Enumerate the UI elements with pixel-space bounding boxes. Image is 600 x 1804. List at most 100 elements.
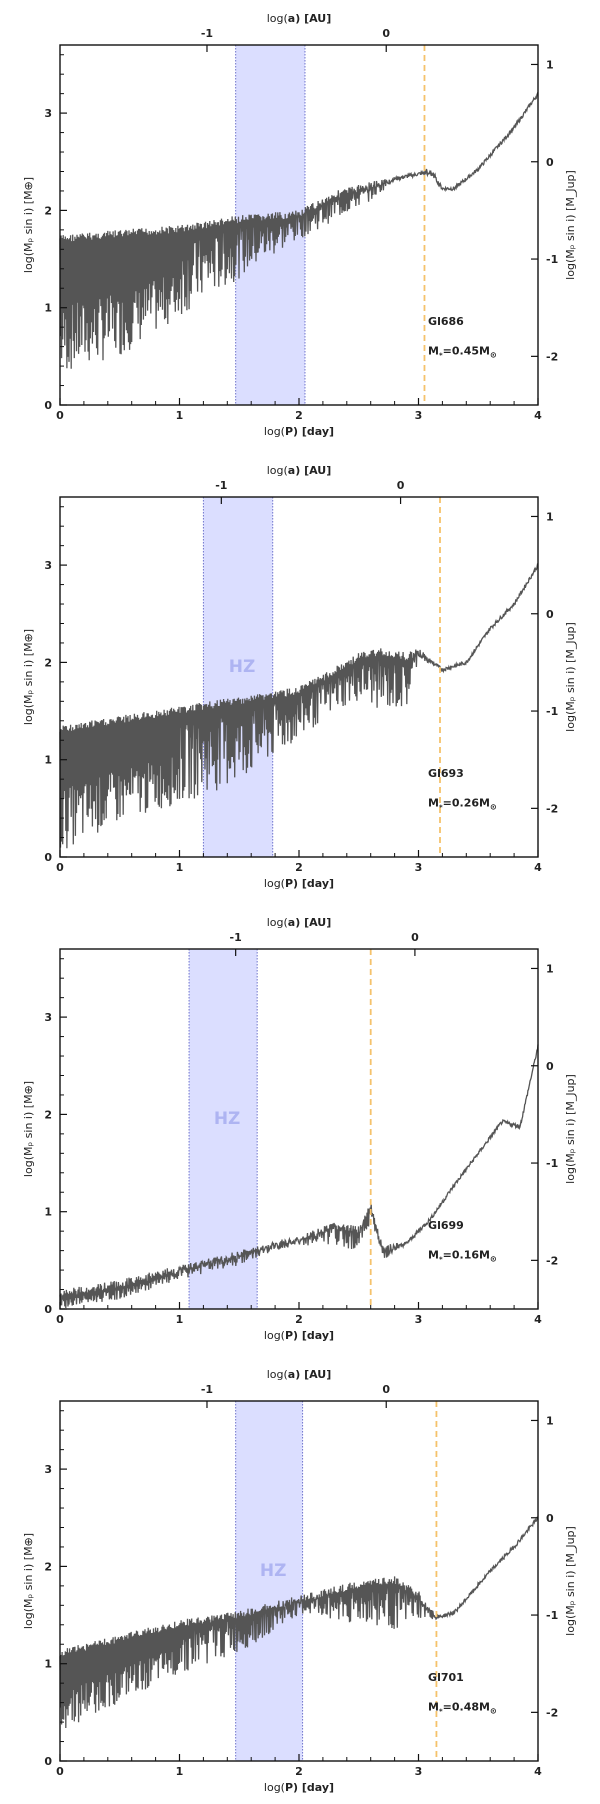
- y2-tick-label: -2: [546, 1706, 558, 1719]
- y2-tick-label: 1: [546, 58, 554, 71]
- star-mass: M*=0.16M⊙: [428, 1248, 497, 1263]
- habitable-zone-band: [203, 497, 273, 857]
- y2-axis-title: log(Mₚ sin i) [M_Jup]: [564, 170, 577, 280]
- y-axis-title: log(Mₚ sin i) [M⊕]: [22, 1533, 35, 1629]
- y2-tick-label: -2: [546, 802, 558, 815]
- y-tick-label: 2: [44, 656, 52, 669]
- x-tick-label: 0: [56, 1313, 64, 1326]
- y-tick-label: 0: [44, 399, 52, 412]
- star-mass: M*=0.48M⊙: [428, 1700, 497, 1715]
- hz-label: HZ: [229, 657, 256, 677]
- x-tick-label: 4: [534, 861, 542, 874]
- star-mass: M*=0.26M⊙: [428, 796, 497, 811]
- x-axis-title: log(P) [day]: [264, 425, 334, 438]
- y-tick-label: 2: [44, 1560, 52, 1573]
- y2-tick-label: 1: [546, 510, 554, 523]
- y2-tick-label: 0: [546, 1060, 554, 1073]
- y2-tick-label: -2: [546, 350, 558, 363]
- y-axis-title: log(Mₚ sin i) [M⊕]: [22, 1081, 35, 1177]
- top-tick-label: 0: [397, 479, 405, 492]
- top-tick-label: 0: [411, 931, 419, 944]
- x-tick-label: 1: [176, 1313, 184, 1326]
- y-tick-label: 1: [44, 1206, 52, 1219]
- top-tick-label: 0: [382, 1383, 390, 1396]
- y-axis-title: log(Mₚ sin i) [M⊕]: [22, 629, 35, 725]
- y-tick-label: 1: [44, 754, 52, 767]
- top-axis-title: log(a) [AU]: [267, 1368, 332, 1381]
- x-tick-label: 0: [56, 409, 64, 422]
- star-name: Gl699: [428, 1219, 464, 1232]
- y2-axis-title: log(Mₚ sin i) [M_Jup]: [564, 1526, 577, 1636]
- x-tick-label: 1: [176, 861, 184, 874]
- y2-tick-label: 1: [546, 962, 554, 975]
- x-tick-label: 4: [534, 1313, 542, 1326]
- panel-gl686: 0 1 2 3 4 0 1 2 3 -2 -1 0 1 -1 0 log(P) [day] log(a) [AU…: [22, 12, 577, 438]
- y2-tick-label: -1: [546, 253, 558, 266]
- top-tick-label: -1: [201, 1383, 213, 1396]
- panel-gl699: HZ 0 1 2 3 4 0 1 2 3 -2 -1 0 1 -1 0 log(P) [day] log(a) […: [22, 916, 577, 1342]
- habitable-zone-band: [189, 949, 258, 1309]
- x-tick-label: 2: [295, 409, 303, 422]
- y-tick-label: 1: [44, 302, 52, 315]
- x-tick-label: 4: [534, 409, 542, 422]
- y2-tick-label: 1: [546, 1414, 554, 1427]
- y-tick-label: 0: [44, 851, 52, 864]
- star-mass: M*=0.45M⊙: [428, 344, 497, 359]
- top-tick-label: -1: [230, 931, 242, 944]
- detection-limit-curve: [59, 563, 539, 849]
- y2-tick-label: -1: [546, 1157, 558, 1170]
- x-tick-label: 4: [534, 1765, 542, 1778]
- star-name: Gl701: [428, 1671, 464, 1684]
- detection-limit-curve: [59, 91, 539, 369]
- y-tick-label: 0: [44, 1755, 52, 1768]
- detection-limit-curve: [59, 1044, 539, 1309]
- star-name: Gl686: [428, 315, 464, 328]
- y-tick-label: 2: [44, 1108, 52, 1121]
- x-tick-label: 0: [56, 861, 64, 874]
- x-tick-label: 3: [415, 1765, 423, 1778]
- y2-tick-label: -2: [546, 1254, 558, 1267]
- y-tick-label: 3: [44, 107, 52, 120]
- y2-tick-label: -1: [546, 705, 558, 718]
- x-axis-title: log(P) [day]: [264, 877, 334, 890]
- x-axis-title: log(P) [day]: [264, 1781, 334, 1794]
- y2-tick-label: 0: [546, 608, 554, 621]
- x-tick-label: 0: [56, 1765, 64, 1778]
- y2-axis-title: log(Mₚ sin i) [M_Jup]: [564, 622, 577, 732]
- top-axis-title: log(a) [AU]: [267, 916, 332, 929]
- star-name: Gl693: [428, 767, 464, 780]
- y2-tick-label: 0: [546, 156, 554, 169]
- x-axis-title: log(P) [day]: [264, 1329, 334, 1342]
- x-tick-label: 1: [176, 409, 184, 422]
- habitable-zone-band: [235, 1401, 303, 1761]
- y-tick-label: 0: [44, 1303, 52, 1316]
- y2-axis-title: log(Mₚ sin i) [M_Jup]: [564, 1074, 577, 1184]
- y-axis-title: log(Mₚ sin i) [M⊕]: [22, 177, 35, 273]
- x-tick-label: 2: [295, 861, 303, 874]
- detection-limit-curve: [59, 1516, 539, 1729]
- x-tick-label: 1: [176, 1765, 184, 1778]
- top-axis-title: log(a) [AU]: [267, 464, 332, 477]
- top-tick-label: -1: [215, 479, 227, 492]
- x-tick-label: 3: [415, 1313, 423, 1326]
- panel-gl693: HZ 0 1 2 3 4 0 1 2 3 -2 -1 0 1 -1 0 log(P) [day] log(a) […: [22, 464, 577, 890]
- top-tick-label: 0: [382, 27, 390, 40]
- x-tick-label: 2: [295, 1313, 303, 1326]
- top-tick-label: -1: [201, 27, 213, 40]
- panel-gl701: HZ 0 1 2 3 4 0 1 2 3 -2 -1 0 1 -1 0 log(P) [day] log(a) […: [22, 1368, 577, 1794]
- y2-tick-label: -1: [546, 1609, 558, 1622]
- y-tick-label: 2: [44, 204, 52, 217]
- hz-label: HZ: [214, 1109, 241, 1129]
- x-tick-label: 3: [415, 409, 423, 422]
- hz-label: HZ: [260, 1561, 287, 1581]
- y-tick-label: 3: [44, 1011, 52, 1024]
- x-tick-label: 2: [295, 1765, 303, 1778]
- y-tick-label: 1: [44, 1658, 52, 1671]
- y-tick-label: 3: [44, 1463, 52, 1476]
- x-tick-label: 3: [415, 861, 423, 874]
- y2-tick-label: 0: [546, 1512, 554, 1525]
- y-tick-label: 3: [44, 559, 52, 572]
- top-axis-title: log(a) [AU]: [267, 12, 332, 25]
